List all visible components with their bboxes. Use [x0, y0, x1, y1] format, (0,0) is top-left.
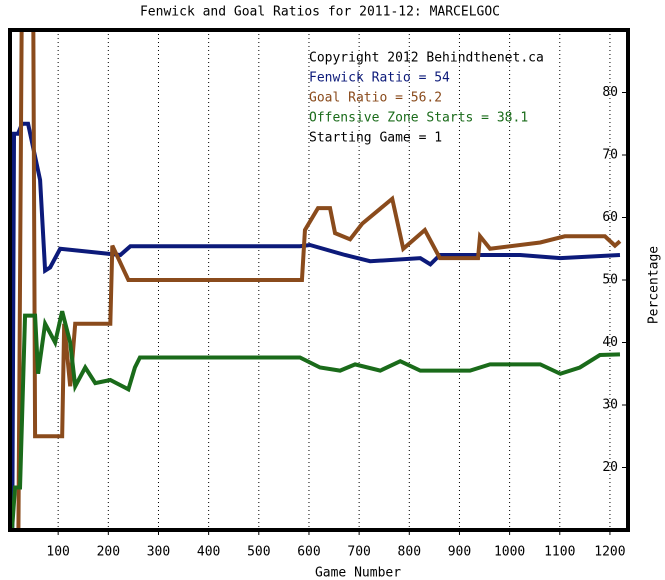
y-axis-label: Percentage	[647, 246, 662, 324]
x-tick-label: 600	[297, 545, 320, 560]
series-line	[10, 121, 621, 530]
series-line	[10, 310, 621, 530]
y-tick-label: 30	[602, 398, 618, 413]
x-tick-label: 1000	[494, 545, 525, 560]
x-tick-label: 900	[448, 545, 471, 560]
x-tick-label: 100	[46, 545, 69, 560]
legend-entry: Fenwick Ratio = 54	[309, 71, 450, 86]
chart-title: Fenwick and Goal Ratios for 2011-12: MAR…	[140, 5, 500, 20]
x-tick-label: 400	[197, 545, 220, 560]
x-tick-label: 700	[347, 545, 370, 560]
x-tick-label: 500	[247, 545, 270, 560]
y-tick-label: 60	[602, 210, 618, 225]
x-axis-label: Game Number	[315, 566, 401, 580]
x-tick-label: 300	[147, 545, 170, 560]
series-line	[16, 30, 622, 530]
y-tick-label: 80	[602, 85, 618, 100]
legend-entry: Goal Ratio = 56.2	[309, 91, 442, 106]
y-tick-label: 40	[602, 335, 618, 350]
x-tick-label: 800	[398, 545, 421, 560]
y-tick-label: 50	[602, 273, 618, 288]
x-tick-label: 1100	[544, 545, 575, 560]
grid	[57, 30, 611, 530]
annotation: Copyright 2012 Behindthenet.ca	[309, 51, 544, 66]
x-tick-label: 200	[97, 545, 120, 560]
y-tick-label: 70	[602, 148, 618, 163]
legend-entry: Offensive Zone Starts = 38.1	[309, 111, 528, 126]
y-tick-label: 20	[602, 460, 618, 475]
annotation: Starting Game = 1	[309, 131, 442, 146]
x-tick-label: 1200	[594, 545, 625, 560]
lines	[10, 30, 622, 530]
